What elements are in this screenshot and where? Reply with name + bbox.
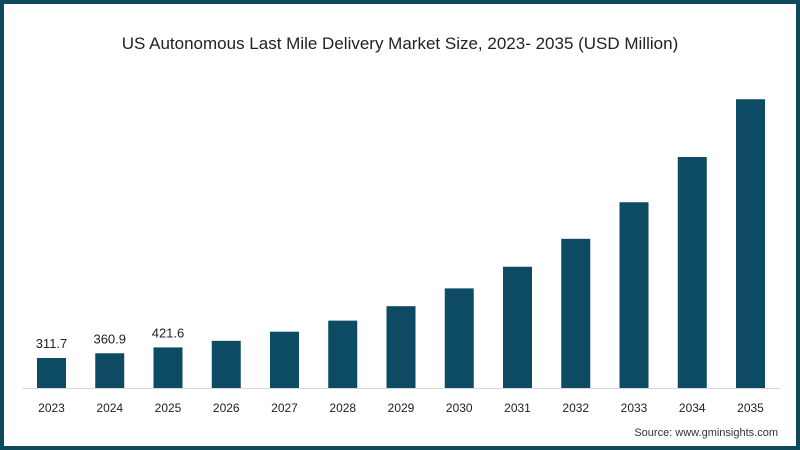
- bar-2035: [736, 99, 765, 388]
- bar-2026: [211, 340, 241, 388]
- x-tick-label: 2024: [96, 401, 123, 415]
- x-tick-label: 2025: [155, 401, 182, 415]
- chart-title: US Autonomous Last Mile Delivery Market …: [121, 34, 679, 53]
- bar-2031: [503, 266, 532, 388]
- x-tick-label: 2026: [213, 401, 240, 415]
- bar-2028: [328, 320, 358, 388]
- x-tick-label: 2032: [562, 401, 589, 415]
- bar-2034: [677, 157, 707, 388]
- bar-2029: [386, 306, 416, 388]
- x-tick-label: 2034: [679, 401, 706, 415]
- x-tick-label: 2033: [621, 401, 648, 415]
- x-tick-label: 2023: [38, 401, 65, 415]
- x-tick-label: 2029: [388, 401, 415, 415]
- data-label: 311.7: [36, 336, 68, 351]
- bar-2024: [95, 353, 125, 388]
- data-label: 360.9: [93, 331, 126, 346]
- bar-2030: [444, 288, 474, 388]
- bar-2025: [153, 347, 183, 388]
- x-tick-label: 2031: [504, 401, 531, 415]
- x-tick-label: 2030: [446, 401, 473, 415]
- x-tick-label: 2027: [271, 401, 298, 415]
- data-label: 421.6: [152, 325, 185, 340]
- source-note: Source: www.gminsights.com: [634, 427, 778, 439]
- bar-2032: [561, 238, 591, 388]
- x-tick-label: 2035: [737, 401, 764, 415]
- bar-2023: [37, 358, 66, 388]
- x-tick-label: 2028: [329, 401, 356, 415]
- bar-2033: [619, 202, 649, 388]
- bar-2027: [270, 331, 299, 388]
